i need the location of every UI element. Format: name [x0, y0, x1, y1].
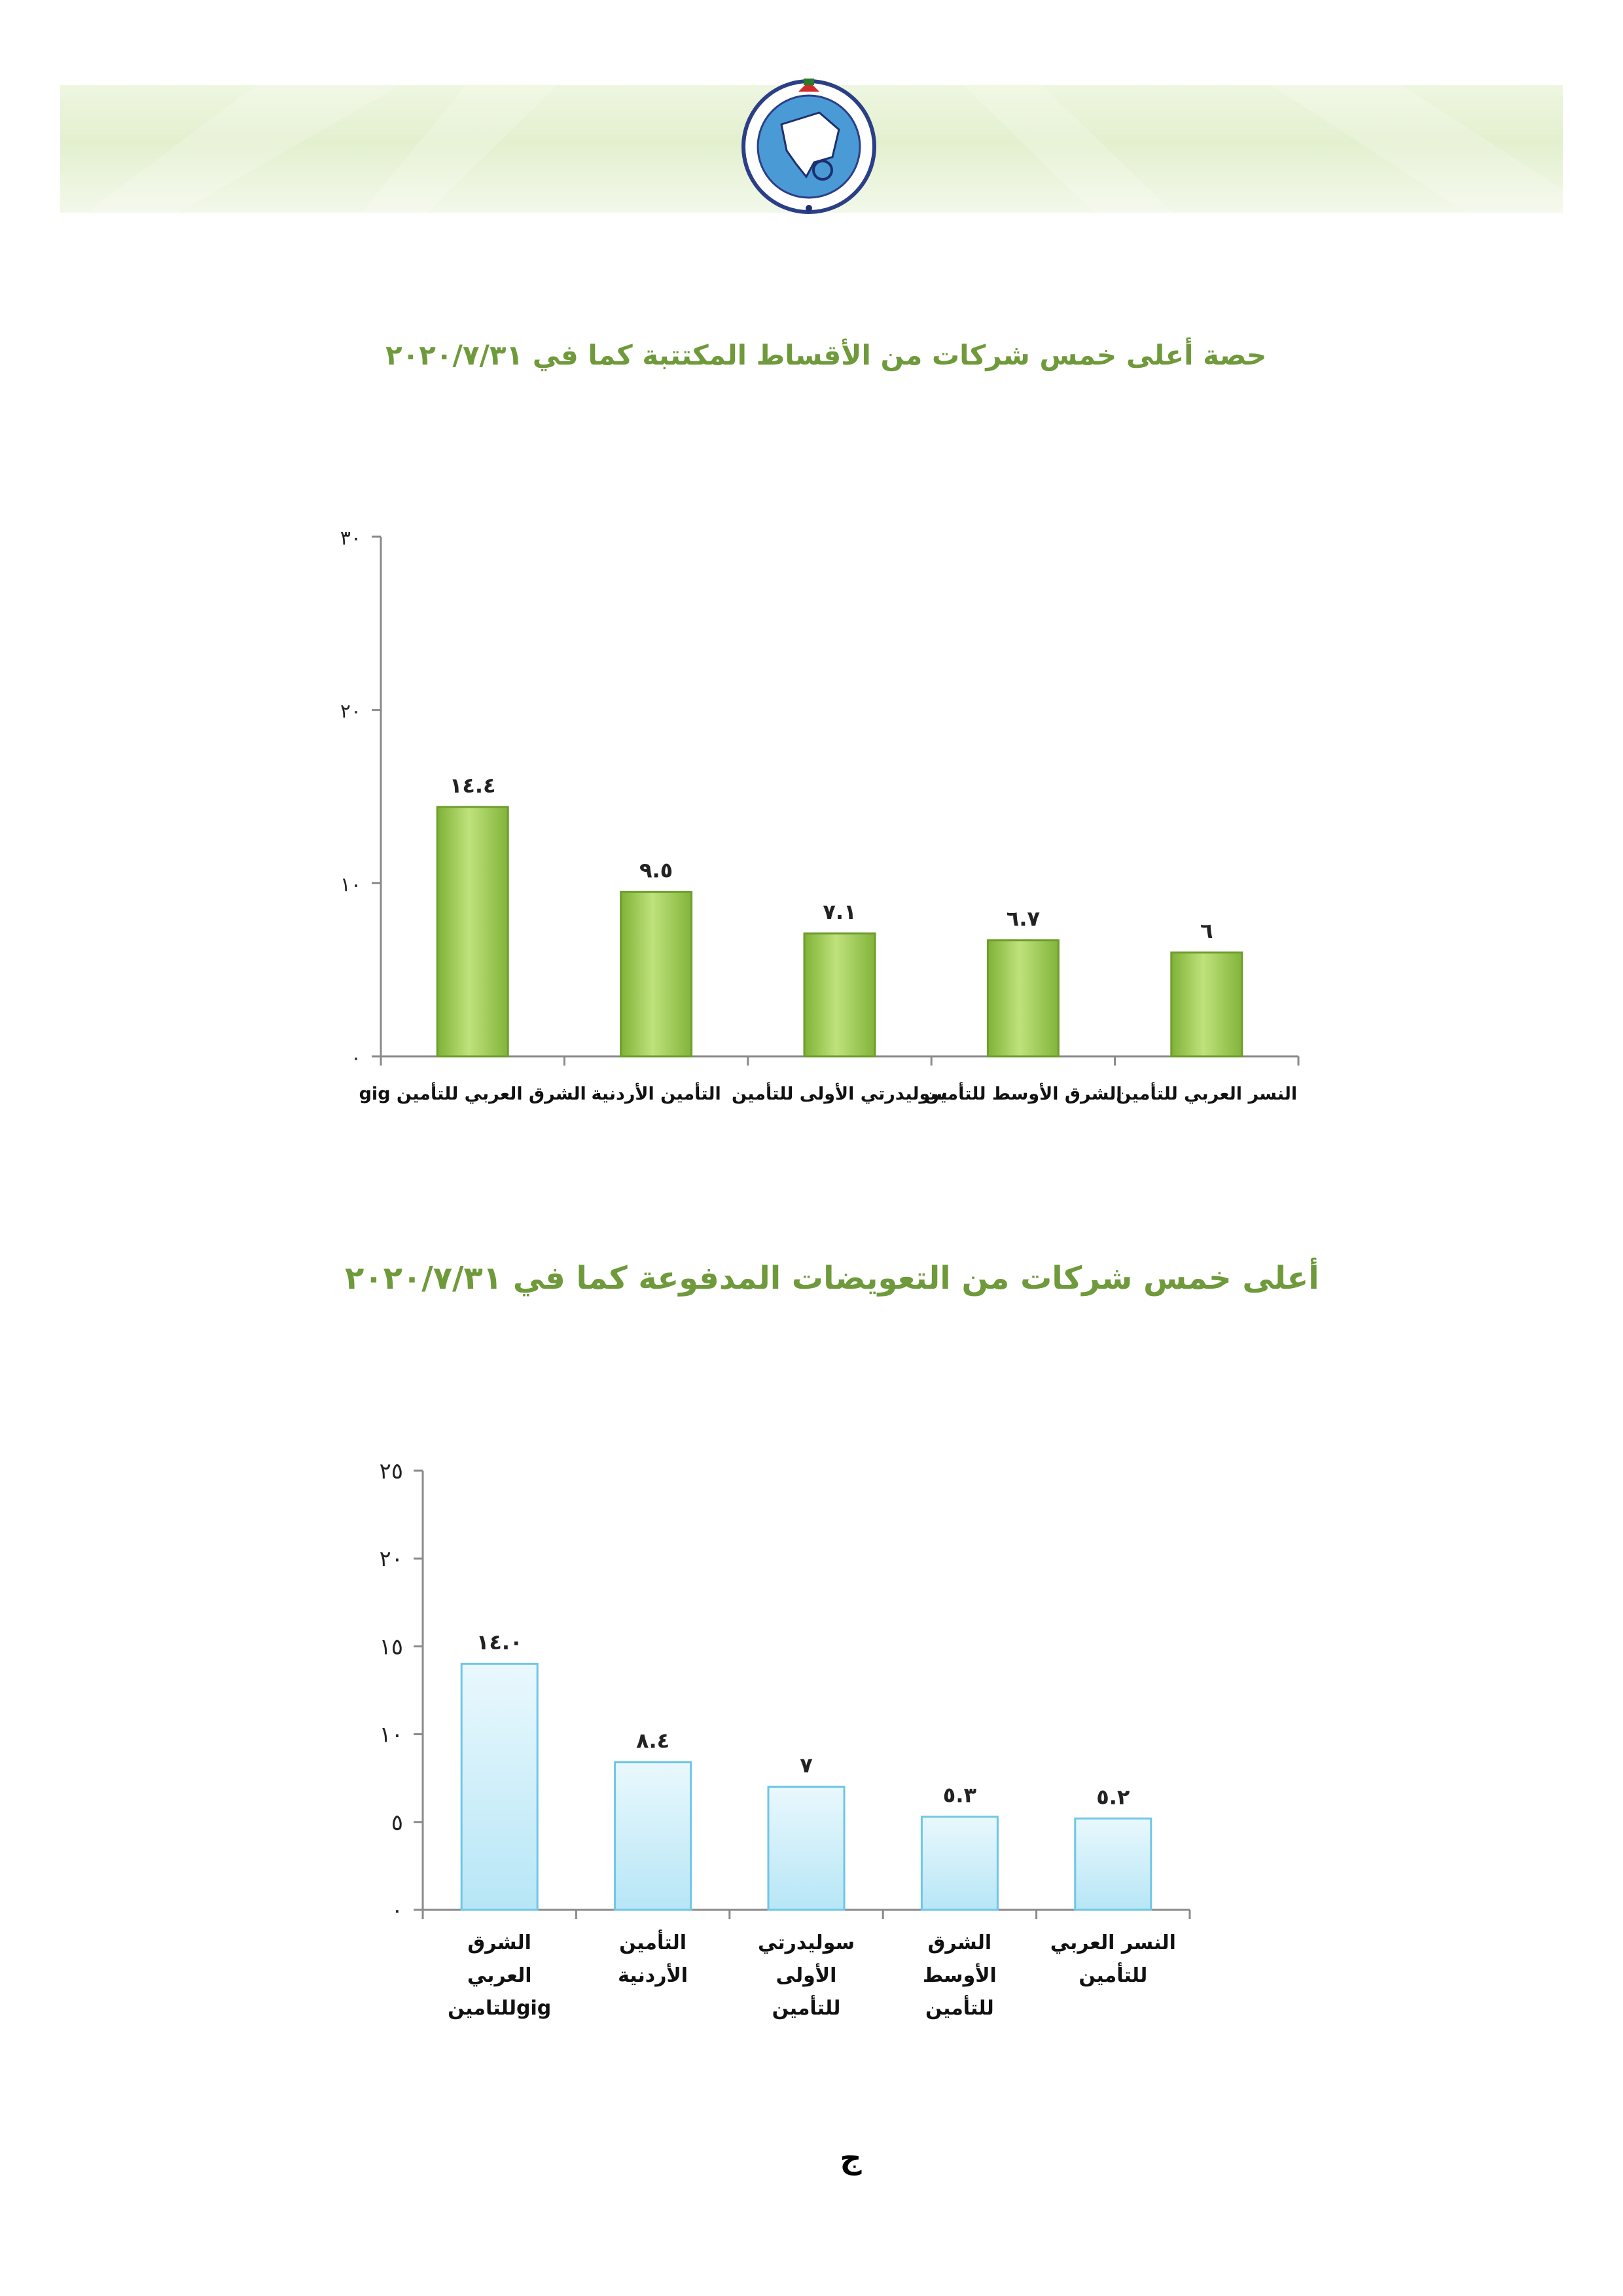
bar — [920, 1816, 999, 1911]
bar — [986, 939, 1060, 1058]
category-label: العربي — [467, 1964, 532, 1987]
bar — [460, 1662, 539, 1911]
bar — [1170, 951, 1243, 1058]
chart-title-premiums: حصة أعلى خمس شركات من الأقساط المكتتبة ك… — [385, 339, 1267, 371]
category-label: الشرق العربي للتأمين gig — [359, 1082, 586, 1104]
chart-title-claims: أعلى خمس شركات من التعويضات المدفوعة كما… — [345, 1260, 1319, 1297]
data-label: ١٤.٤ — [450, 773, 496, 798]
page-number: ج — [840, 2140, 862, 2176]
category-label: الأردنية — [618, 1963, 688, 1987]
y-tick-label: ٥ — [391, 1810, 403, 1836]
data-label: ٥.٣ — [943, 1783, 977, 1808]
y-tick-label: ٢٥ — [379, 1458, 403, 1484]
data-label: ٦ — [1200, 918, 1213, 943]
category-label: الشرق — [928, 1931, 992, 1954]
data-label: ٥.٢ — [1096, 1784, 1130, 1809]
category-label: التأمين الأردنية — [591, 1082, 721, 1104]
data-label: ٧ — [800, 1753, 813, 1778]
y-tick-label: ٠ — [391, 1897, 403, 1924]
y-tick-label: ١٥ — [379, 1634, 403, 1660]
data-label: ٧.١ — [823, 899, 856, 924]
category-label: الأوسط — [923, 1963, 997, 1987]
y-tick-label: ٠ — [351, 1047, 361, 1069]
category-label: للتأمين — [1079, 1962, 1147, 1987]
category-label: النسر العربي — [1050, 1931, 1176, 1954]
y-tick-label: ١٠ — [340, 873, 361, 896]
y-tick-label: ٢٠ — [379, 1546, 403, 1572]
y-tick-label: ١٠ — [379, 1722, 403, 1748]
bar — [614, 1761, 692, 1911]
bar — [803, 932, 876, 1058]
data-label: ٩.٥ — [639, 858, 673, 883]
data-label: ٨.٤ — [636, 1729, 669, 1753]
category-label: التأمين — [619, 1929, 687, 1954]
category-label: الأولى — [776, 1963, 837, 1987]
category-label: gigللتامين — [448, 1997, 551, 2020]
banner-streaks — [86, 85, 1563, 213]
category-label: سوليدرتي الأولى للتأمين — [732, 1082, 948, 1104]
bar — [620, 891, 693, 1058]
y-tick-label: ٣٠ — [340, 527, 361, 550]
category-label: للتأمين — [925, 1995, 994, 2020]
bar — [436, 806, 509, 1058]
jordan-insurance-federation-emblem-icon — [741, 79, 876, 214]
category-label: الشرق — [467, 1931, 531, 1954]
bar — [1074, 1817, 1152, 1911]
data-label: ١٤.٠ — [476, 1630, 523, 1655]
bar — [767, 1785, 846, 1911]
data-label: ٦.٧ — [1007, 906, 1041, 931]
claims-bar-chart: ٠ ٥ ١٠ ١٥ ٢٠ ٢٥ ١٤.٠ الشرق العربي gigللتامين ٨.٤ ال… — [379, 1458, 1191, 2020]
category-label: النسر العربي للتأمين — [1116, 1082, 1297, 1104]
premiums-bar-chart: ٠ ١٠ ٢٠ ٣٠ ١٤.٤ الشرق العربي للتأمين gig ٩.٥ ال… — [340, 527, 1300, 1104]
category-label: سوليدرتي — [758, 1931, 855, 1954]
y-tick-label: ٢٠ — [340, 700, 361, 723]
category-label: الشرق الأوسط للتأمين — [924, 1082, 1122, 1104]
category-label: للتأمين — [772, 1995, 841, 2020]
